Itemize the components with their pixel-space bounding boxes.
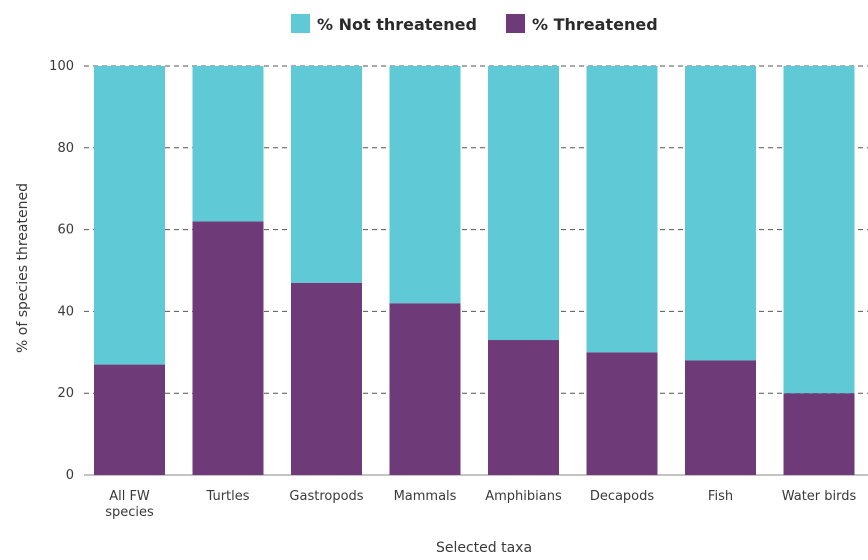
- y-tick-label-80: 80: [57, 141, 74, 156]
- bar-not-threatened-7: [783, 66, 855, 394]
- legend-label-threatened: % Threatened: [532, 15, 658, 34]
- y-tick-label-0: 0: [66, 468, 74, 483]
- legend: % Not threatened % Threatened: [291, 14, 658, 34]
- x-tick-label-7: Water birds: [782, 489, 857, 504]
- bar-threatened-5: [586, 352, 658, 475]
- bar-not-threatened-2: [291, 66, 362, 283]
- x-tick-label-1: Turtles: [205, 489, 249, 504]
- x-tick-label-5: Decapods: [590, 489, 655, 504]
- bar-threatened-3: [389, 303, 461, 475]
- bar-not-threatened-3: [389, 66, 461, 304]
- y-tick-label-60: 60: [57, 223, 74, 238]
- bar-threatened-2: [291, 282, 362, 475]
- bar-threatened-1: [192, 221, 264, 475]
- x-tick-label-4: Amphibians: [485, 489, 562, 504]
- y-axis-ticks: 0 20 40 60 80 100: [49, 59, 74, 483]
- legend-swatch-not-threatened: [291, 14, 310, 33]
- y-tick-label-100: 100: [49, 59, 74, 74]
- legend-label-not-threatened: % Not threatened: [317, 15, 477, 34]
- bar-threatened-4: [488, 340, 559, 475]
- x-tick-label-3: Mammals: [394, 489, 457, 504]
- bar-threatened-7: [783, 393, 855, 475]
- bar-not-threatened-5: [586, 66, 658, 353]
- bars: [94, 66, 855, 475]
- bar-threatened-6: [685, 360, 756, 475]
- x-axis-title: Selected taxa: [436, 540, 532, 556]
- bar-not-threatened-1: [192, 66, 264, 222]
- x-tick-label-6: Fish: [708, 489, 733, 504]
- y-axis-title: % of species threatened: [15, 183, 31, 353]
- x-tick-label-2: Gastropods: [289, 489, 363, 504]
- bar-not-threatened-4: [488, 66, 559, 341]
- x-axis-category-labels: All FW species Turtles Gastropods Mammals Amp…: [105, 489, 856, 520]
- bar-threatened-0: [94, 364, 165, 475]
- bar-not-threatened-6: [685, 66, 756, 361]
- y-tick-label-40: 40: [57, 304, 74, 319]
- y-tick-label-20: 20: [57, 386, 74, 401]
- x-tick-label-0: All FW species: [105, 489, 154, 520]
- legend-swatch-threatened: [506, 14, 525, 33]
- bar-not-threatened-0: [94, 66, 165, 365]
